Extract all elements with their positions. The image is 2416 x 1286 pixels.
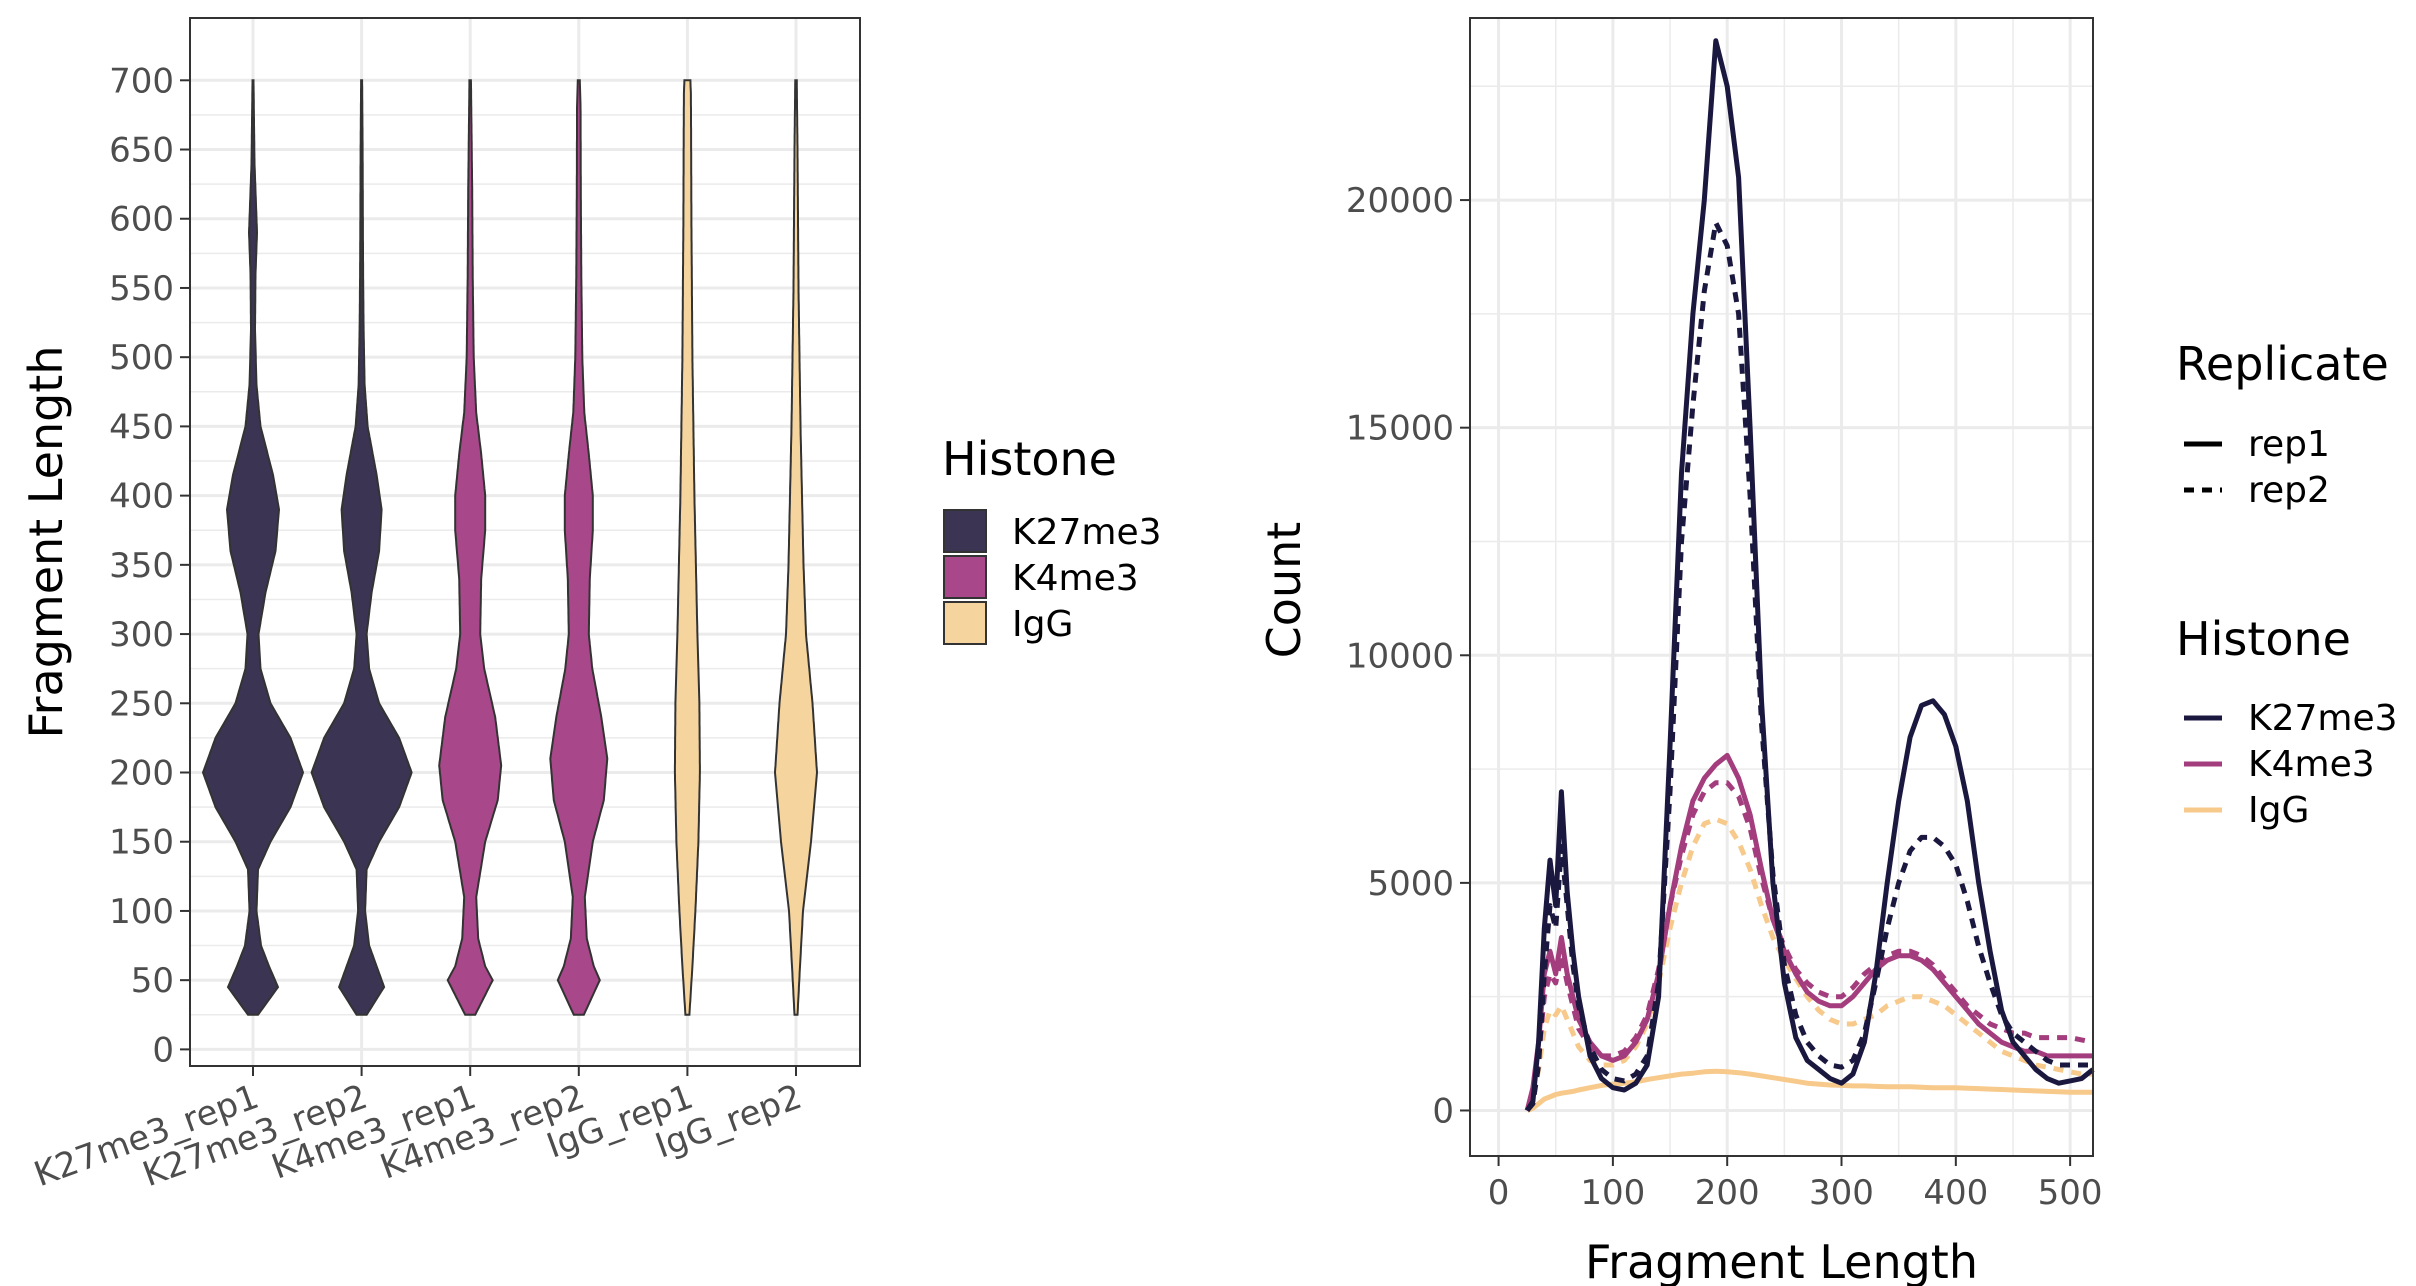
violin-x-axis-ticks: K27me3_rep1K27me3_rep2K4me3_rep1K4me3_re… bbox=[29, 1066, 807, 1195]
line-x-tick-label: 200 bbox=[1695, 1173, 1760, 1213]
violin-plot-background bbox=[190, 18, 860, 1066]
violin-y-tick-label: 250 bbox=[109, 684, 174, 724]
violin-y-tick-label: 600 bbox=[109, 200, 174, 240]
violin-legend-label: IgG bbox=[1012, 604, 1073, 645]
line-y-tick-label: 20000 bbox=[1346, 181, 1454, 221]
violin-legend-swatch-K4me3 bbox=[943, 555, 987, 599]
histone-legend-label: K27me3 bbox=[2248, 698, 2398, 739]
line-x-tick-label: 0 bbox=[1488, 1173, 1510, 1213]
violin-legend-label: K4me3 bbox=[1012, 558, 1139, 599]
violin-y-tick-label: 50 bbox=[131, 961, 174, 1001]
violin-K27me3_rep2 bbox=[310, 79, 413, 1016]
violin-y-tick-label: 0 bbox=[152, 1030, 174, 1070]
violin-K4me3_rep1 bbox=[438, 79, 503, 1016]
line-x-axis-title: Fragment Length bbox=[1585, 1235, 1978, 1286]
violin-y-tick-label: 300 bbox=[109, 615, 174, 655]
line-y-tick-label: 5000 bbox=[1367, 864, 1454, 904]
replicate-legend-label: rep1 bbox=[2248, 424, 2330, 465]
violin-y-tick-label: 450 bbox=[109, 407, 174, 447]
line-x-tick-label: 500 bbox=[2038, 1173, 2103, 1213]
line-series bbox=[1524, 38, 2095, 1113]
histone-legend-label: IgG bbox=[2248, 790, 2309, 831]
violin-IgG_rep1 bbox=[673, 79, 701, 1016]
violin-y-tick-label: 500 bbox=[109, 338, 174, 378]
violin-y-tick-label: 350 bbox=[109, 546, 174, 586]
line-y-tick-label: 15000 bbox=[1346, 409, 1454, 449]
replicate-legend-title: Replicate bbox=[2176, 337, 2389, 391]
violin-legend-label: K27me3 bbox=[1012, 512, 1162, 553]
line-y-tick-label: 0 bbox=[1432, 1091, 1454, 1131]
line-x-tick-label: 100 bbox=[1580, 1173, 1645, 1213]
violin-plot-border bbox=[189, 17, 861, 1067]
histone-legend-title: Histone bbox=[2176, 612, 2351, 666]
line-x-tick-label: 400 bbox=[1923, 1173, 1988, 1213]
line-IgG-rep2 bbox=[1524, 816, 2093, 1112]
violin-K4me3_rep2 bbox=[549, 79, 609, 1016]
violin-legend-swatch-K27me3 bbox=[943, 509, 987, 553]
line-plot-panel: 0 5000 10000 15000 20000 0 100 200 300 400 500 Co… bbox=[1257, 17, 2103, 1286]
histone-legend-label: K4me3 bbox=[2248, 744, 2375, 785]
violin-y-tick-label: 650 bbox=[109, 131, 174, 171]
violin-y-tick-label: 550 bbox=[109, 269, 174, 309]
violin-y-tick-label: 200 bbox=[109, 754, 174, 794]
line-y-axis-ticks: 0 5000 10000 15000 20000 bbox=[1346, 181, 1470, 1131]
violin-legend: Histone K27me3 K4me3 IgG bbox=[942, 432, 1162, 645]
line-x-tick-label: 300 bbox=[1809, 1173, 1874, 1213]
violin-shapes bbox=[201, 79, 819, 1016]
violin-y-tick-label: 700 bbox=[109, 61, 174, 101]
line-K4me3-rep2 bbox=[1524, 780, 2094, 1112]
line-K27me3-rep1 bbox=[1525, 38, 2095, 1112]
line-y-axis-title: Count bbox=[1257, 522, 1311, 659]
violin-IgG_rep2 bbox=[773, 79, 819, 1016]
violin-y-tick-label: 150 bbox=[109, 823, 174, 863]
violin-y-axis-ticks: 0 50 100 150 200 250 300 350 400 450 500 550 600 650 7… bbox=[109, 61, 190, 1070]
line-y-tick-label: 10000 bbox=[1346, 636, 1454, 676]
line-plot-background bbox=[1470, 18, 2093, 1156]
replicate-legend-label: rep2 bbox=[2248, 470, 2330, 511]
violin-plot-panel: 0 50 100 150 200 250 300 350 400 450 500 550 600 650 7… bbox=[19, 17, 861, 1195]
violin-legend-title: Histone bbox=[942, 432, 1117, 486]
line-x-axis-ticks: 0 100 200 300 400 500 bbox=[1488, 1156, 2103, 1213]
violin-y-tick-label: 400 bbox=[109, 477, 174, 517]
line-legend: Replicate Histone rep1 rep2 K27me3 K4me3 IgG bbox=[2176, 337, 2398, 831]
violin-y-axis-title: Fragment Length bbox=[19, 346, 73, 739]
violin-K27me3_rep1 bbox=[201, 79, 305, 1016]
line-plot-border bbox=[1469, 17, 2094, 1157]
violin-y-tick-label: 100 bbox=[109, 892, 174, 932]
violin-legend-swatch-IgG bbox=[943, 601, 987, 645]
line-IgG-rep1 bbox=[1526, 1068, 2093, 1113]
